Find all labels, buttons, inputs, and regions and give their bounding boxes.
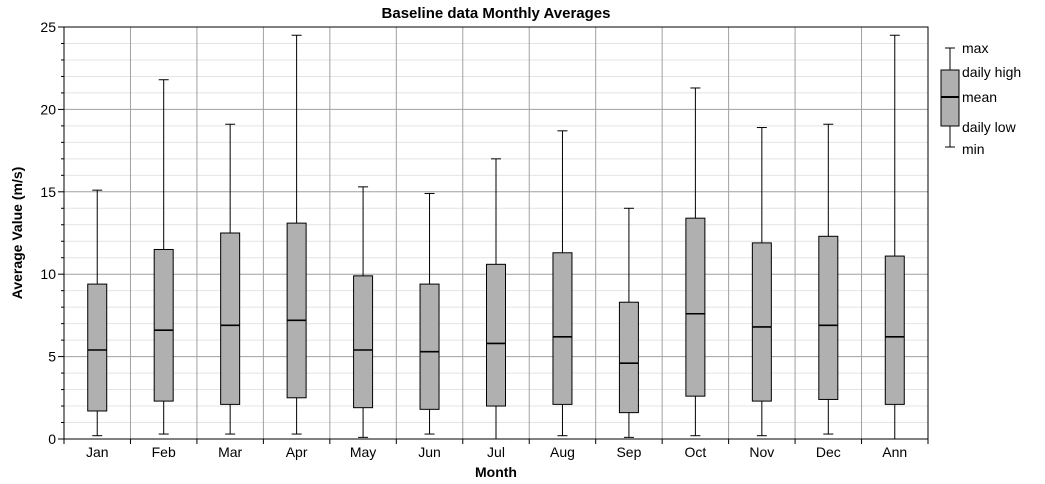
box-feb: [153, 79, 174, 435]
x-tick-label: Oct: [684, 444, 706, 460]
daily-range-box: [87, 283, 108, 412]
legend-label-mean: mean: [962, 89, 997, 105]
x-tick-label: Jan: [86, 444, 109, 460]
x-tick-label: Jun: [418, 444, 441, 460]
y-tick-label: 25: [40, 19, 56, 35]
x-tick-label: May: [350, 444, 376, 460]
box-oct: [685, 87, 706, 437]
x-tick-label: Feb: [152, 444, 176, 460]
legend-label-min: min: [962, 141, 985, 157]
x-tick-label: Dec: [816, 444, 841, 460]
daily-range-box: [153, 248, 174, 402]
box-dec: [818, 123, 839, 435]
box-may: [353, 186, 374, 438]
x-tick-label: Apr: [286, 444, 308, 460]
y-axis: 0 5 10 15 20 25: [40, 19, 64, 447]
daily-range-box: [220, 232, 241, 405]
boxes: [87, 34, 905, 440]
box-aug: [552, 130, 573, 437]
x-tick-label: Jul: [487, 444, 505, 460]
x-axis-title: Month: [475, 464, 517, 480]
y-tick-label: 0: [48, 431, 56, 447]
box-sep: [618, 207, 639, 438]
legend-label-max: max: [962, 40, 988, 56]
daily-range-box: [552, 252, 573, 405]
daily-range-box: [486, 263, 506, 407]
box-ann: [884, 34, 905, 440]
legend: max daily high mean daily low min: [940, 40, 1021, 157]
daily-range-box: [884, 255, 905, 405]
y-tick-label: 15: [40, 184, 56, 200]
plot-frame: [63, 26, 929, 440]
y-axis-title: Average Value (m/s): [9, 167, 25, 300]
y-tick-label: 5: [48, 349, 56, 365]
daily-range-box: [751, 242, 772, 402]
x-tick-label: Ann: [882, 444, 907, 460]
x-tick-label: Mar: [218, 444, 242, 460]
y-tick-label: 20: [40, 101, 56, 117]
chart-title: Baseline data Monthly Averages: [382, 5, 611, 22]
box-mar: [220, 123, 241, 435]
box-apr: [286, 34, 307, 435]
x-axis: Jan Feb Mar Apr May Jun Jul Aug Sep Oct Nov Dec Ann: [63, 439, 929, 460]
legend-label-daily-high: daily high: [962, 64, 1021, 80]
daily-range-box: [419, 283, 440, 410]
legend-label-daily-low: daily low: [962, 119, 1017, 135]
daily-range-box: [353, 275, 374, 409]
daily-range-box: [286, 222, 307, 399]
daily-range-box: [818, 235, 839, 400]
daily-range-box: [618, 301, 639, 414]
y-tick-label: 10: [40, 266, 56, 282]
box-jan: [87, 189, 108, 437]
daily-range-box: [685, 217, 706, 397]
box-nov: [751, 127, 772, 437]
box-jul: [486, 158, 506, 440]
x-tick-label: Sep: [616, 444, 641, 460]
x-tick-label: Nov: [749, 444, 774, 460]
x-tick-label: Aug: [550, 444, 575, 460]
box-jun: [419, 192, 440, 435]
